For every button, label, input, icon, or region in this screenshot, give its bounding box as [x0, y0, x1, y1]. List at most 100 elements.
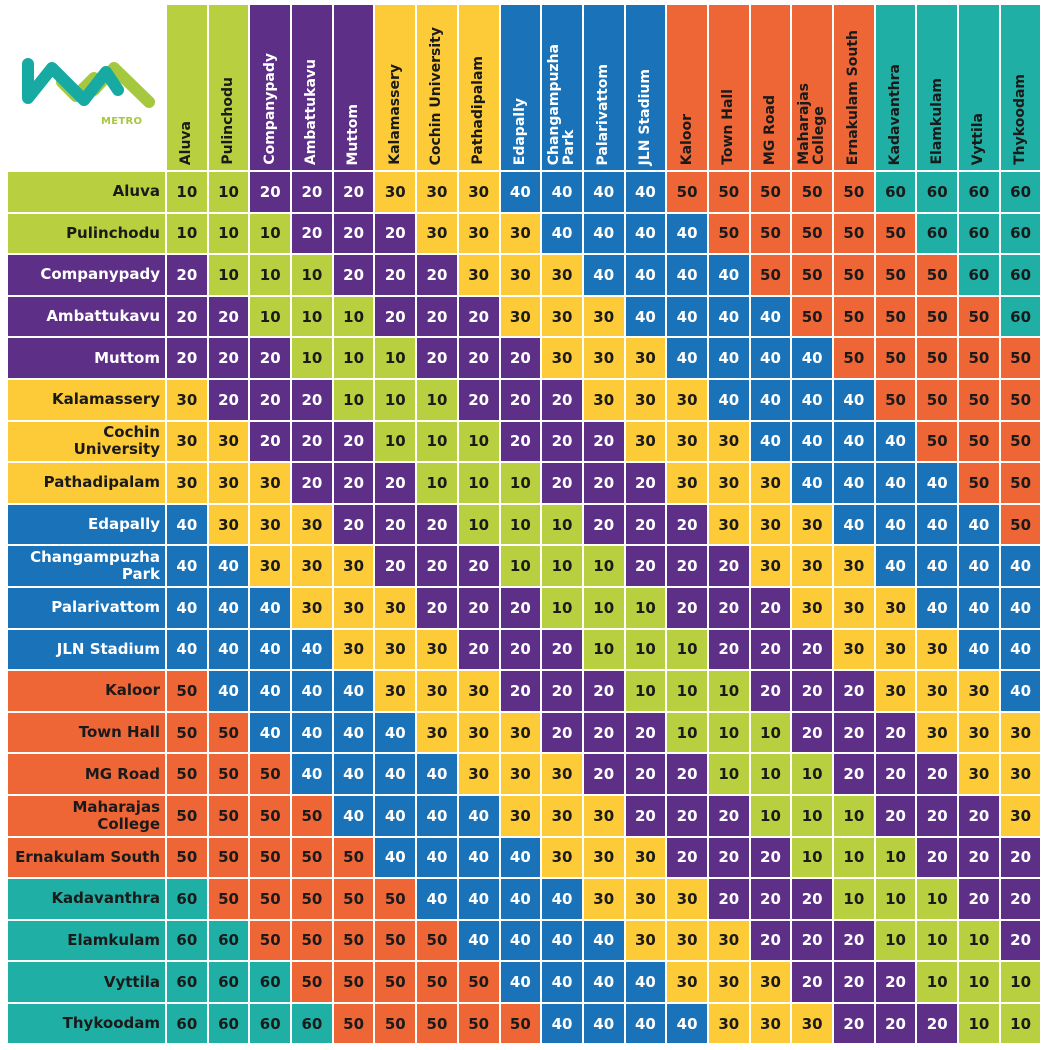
fare-cell: 40 — [500, 920, 541, 961]
fare-cell: 50 — [208, 712, 249, 753]
fare-cell: 40 — [917, 463, 958, 503]
fare-cell: 60 — [875, 172, 916, 212]
fare-cell: 30 — [542, 255, 582, 295]
fare-cell: 10 — [959, 1003, 999, 1044]
fare-cell: 40 — [250, 587, 291, 628]
fare-cell: 10 — [583, 629, 624, 670]
fare-cell: 20 — [708, 629, 749, 670]
fare-cell: 20 — [583, 671, 624, 711]
fare-cell: 10 — [750, 795, 791, 836]
fare-cell: 20 — [375, 296, 416, 337]
row-header-label: Edapally — [87, 515, 160, 534]
column-header-label: Pathadipalam — [470, 56, 487, 165]
row-header-label: Palarivattom — [51, 598, 160, 617]
fare-cell: 40 — [834, 379, 874, 420]
fare-cell: 20 — [667, 587, 707, 628]
fare-cell: 40 — [542, 213, 582, 254]
column-header-label: Edapally — [511, 97, 528, 165]
fare-cell: 40 — [208, 671, 249, 711]
fare-cell: 20 — [333, 255, 374, 295]
fare-cell: 40 — [917, 587, 958, 628]
fare-cell: 50 — [708, 172, 749, 212]
fare-cell: 60 — [1000, 172, 1041, 212]
fare-cell: 30 — [1000, 795, 1041, 836]
fare-cell: 40 — [792, 338, 832, 378]
fare-cell: 10 — [500, 463, 541, 503]
fare-cell: 20 — [583, 421, 624, 462]
fare-cell: 50 — [1000, 379, 1041, 420]
fare-cell: 20 — [167, 296, 207, 337]
fare-cell: 20 — [333, 504, 374, 545]
fare-cell: 30 — [375, 587, 416, 628]
fare-cell: 30 — [500, 255, 541, 295]
fare-cell: 10 — [1000, 962, 1041, 1002]
fare-cell: 20 — [750, 920, 791, 961]
fare-cell: 30 — [208, 504, 249, 545]
fare-cell: 40 — [792, 463, 832, 503]
column-header-label: Palarivattom — [595, 63, 612, 165]
fare-cell: 20 — [792, 671, 832, 711]
fare-cell: 20 — [583, 463, 624, 503]
fare-cell: 20 — [250, 379, 291, 420]
fare-cell: 20 — [250, 172, 291, 212]
fare-cell: 50 — [500, 1003, 541, 1044]
fare-cell: 30 — [792, 587, 832, 628]
fare-cell: 10 — [959, 920, 999, 961]
row-header: Pathadipalam — [8, 463, 165, 503]
column-header: Pulinchodu — [208, 5, 249, 170]
fare-cell: 20 — [667, 795, 707, 836]
fare-cell: 40 — [542, 879, 582, 919]
column-header: Palarivattom — [583, 5, 624, 170]
fare-cell: 20 — [792, 712, 832, 753]
fare-cell: 30 — [500, 213, 541, 254]
fare-cell: 50 — [667, 172, 707, 212]
fare-cell: 20 — [375, 255, 416, 295]
fare-cell: 20 — [792, 962, 832, 1002]
row-header: Changampuzha Park — [8, 546, 165, 586]
fare-cell: 20 — [458, 546, 499, 586]
fare-cell: 50 — [375, 1003, 416, 1044]
fare-cell: 20 — [458, 629, 499, 670]
fare-cell: 60 — [208, 1003, 249, 1044]
fare-cell: 40 — [917, 546, 958, 586]
fare-cell: 40 — [500, 962, 541, 1002]
fare-cell: 40 — [458, 795, 499, 836]
column-header: MG Road — [750, 5, 791, 170]
fare-cell: 40 — [667, 255, 707, 295]
column-header: Changampuzha Park — [542, 5, 582, 170]
fare-cell: 30 — [667, 962, 707, 1002]
fare-cell: 30 — [792, 504, 832, 545]
fare-cell: 20 — [500, 421, 541, 462]
fare-cell: 10 — [708, 754, 749, 794]
fare-cell: 40 — [1000, 546, 1041, 586]
fare-cell: 10 — [333, 338, 374, 378]
fare-cell: 30 — [583, 379, 624, 420]
column-header-label: Town Hall — [720, 89, 737, 165]
column-header: Aluva — [167, 5, 207, 170]
fare-cell: 20 — [333, 463, 374, 503]
fare-cell: 30 — [375, 671, 416, 711]
fare-cell: 50 — [375, 920, 416, 961]
fare-cell: 40 — [167, 587, 207, 628]
fare-cell: 40 — [959, 504, 999, 545]
fare-cell: 30 — [500, 795, 541, 836]
fare-cell: 20 — [834, 920, 874, 961]
fare-cell: 20 — [458, 296, 499, 337]
fare-cell: 40 — [417, 879, 457, 919]
fare-cell: 40 — [292, 712, 332, 753]
column-header-label: Thykoodam — [1012, 74, 1029, 165]
fare-cell: 30 — [708, 1003, 749, 1044]
fare-cell: 60 — [917, 172, 958, 212]
fare-cell: 20 — [625, 546, 666, 586]
fare-cell: 30 — [375, 172, 416, 212]
fare-cell: 50 — [417, 920, 457, 961]
fare-cell: 10 — [375, 338, 416, 378]
fare-cell: 20 — [292, 463, 332, 503]
fare-cell: 40 — [458, 879, 499, 919]
column-header-label: Kaloor — [678, 113, 695, 165]
fare-cell: 20 — [667, 504, 707, 545]
fare-cell: 20 — [750, 879, 791, 919]
fare-cell: 30 — [708, 421, 749, 462]
row-header-label: Kaloor — [105, 681, 160, 700]
fare-cell: 40 — [750, 421, 791, 462]
